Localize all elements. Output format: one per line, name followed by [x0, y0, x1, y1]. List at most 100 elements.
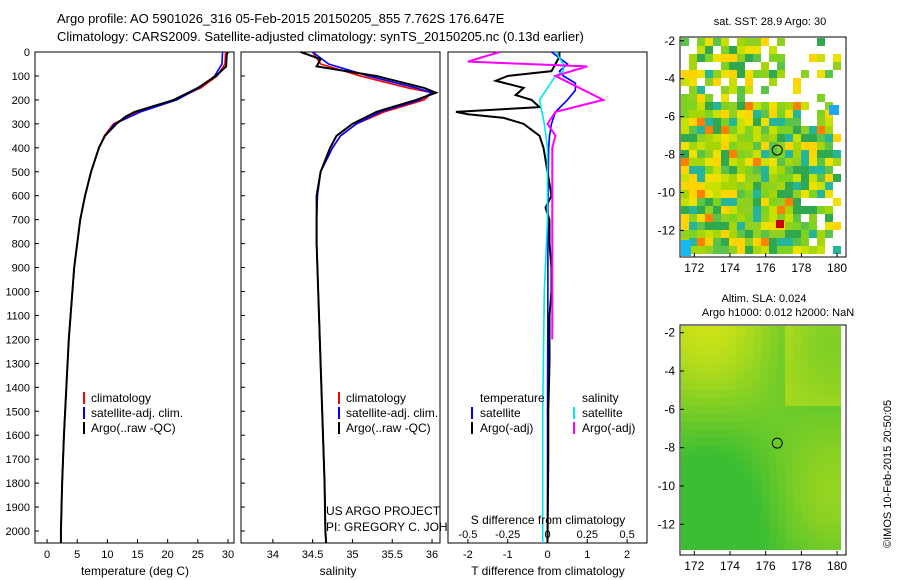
- sst-cell: [721, 166, 729, 174]
- y-tick-label: 500: [12, 167, 30, 179]
- sst-cell: [809, 222, 817, 230]
- sla-cell: [705, 454, 713, 462]
- map-x-tick-label: 172: [684, 261, 704, 275]
- sla-cell: [817, 414, 825, 422]
- map-y-tick-label: -4: [664, 72, 675, 86]
- sla-cell: [753, 526, 761, 534]
- sla-cell: [761, 518, 769, 526]
- sla-cell: [721, 366, 729, 374]
- x-tick-label-salinity: 0.5: [619, 529, 634, 541]
- sst-cell: [705, 150, 713, 158]
- sst-cell: [697, 214, 705, 222]
- sst-cell: [697, 206, 705, 214]
- sst-cell: [721, 238, 729, 246]
- sst-cell: [793, 134, 801, 142]
- sst-cell: [809, 150, 817, 158]
- sla-cell: [769, 326, 777, 334]
- sst-cell: [681, 150, 689, 158]
- sla-cell: [705, 374, 713, 382]
- legend-salinity-title: salinity: [582, 391, 619, 405]
- sla-cell: [817, 446, 825, 454]
- sst-cell: [745, 214, 753, 222]
- sst-cell: [737, 134, 745, 142]
- sla-cell: [681, 382, 689, 390]
- sla-cell: [745, 494, 753, 502]
- sst-cell: [681, 182, 689, 190]
- sst-cell: [737, 110, 745, 118]
- sla-cell: [785, 462, 793, 470]
- sla-cell: [809, 366, 817, 374]
- sla-cell: [761, 326, 769, 334]
- sla-cell: [745, 470, 753, 478]
- sla-cell: [681, 494, 689, 502]
- sla-cell: [737, 414, 745, 422]
- sst-cell: [681, 94, 689, 102]
- sla-cell: [697, 454, 705, 462]
- sla-cell: [721, 350, 729, 358]
- sla-cell: [801, 454, 809, 462]
- sla-cell: [777, 326, 785, 334]
- sla-cell: [713, 350, 721, 358]
- difference-panel: -2 -1 0 1 2 -0.5 -0.25 0 0.25 0.5 S difference fr…: [447, 51, 648, 578]
- sla-cell: [809, 390, 817, 398]
- sst-cell: [737, 174, 745, 182]
- legend-satellite: satellite-adj. clim.: [346, 406, 438, 420]
- sla-cell: [681, 542, 689, 550]
- map-y-tick-label: -8: [664, 441, 675, 455]
- sst-cell: [809, 214, 817, 222]
- sst-cell: [705, 118, 713, 126]
- sla-cell: [777, 414, 785, 422]
- sst-map-title: sat. SST: 28.9 Argo: 30: [714, 16, 827, 28]
- sla-cell: [745, 478, 753, 486]
- sla-cell: [777, 430, 785, 438]
- sla-cell: [777, 342, 785, 350]
- sla-cell: [825, 366, 833, 374]
- sla-cell: [777, 438, 785, 446]
- sla-cell: [745, 358, 753, 366]
- legend-temperature-title: temperature: [480, 391, 545, 405]
- sla-cell: [689, 350, 697, 358]
- x-tick-label: 5: [74, 549, 80, 561]
- sst-cell: [793, 246, 801, 254]
- x-tick-label: 35: [346, 549, 358, 561]
- sst-cell: [761, 238, 769, 246]
- sst-cell: [817, 54, 825, 62]
- sst-cell: [729, 238, 737, 246]
- sst-cell: [705, 174, 713, 182]
- sst-cell: [705, 110, 713, 118]
- sla-cell: [825, 462, 833, 470]
- sst-cell: [745, 78, 753, 86]
- sla-cell: [753, 422, 761, 430]
- sla-cell: [721, 486, 729, 494]
- sla-cell: [705, 518, 713, 526]
- sla-cell: [729, 350, 737, 358]
- sla-cell: [697, 534, 705, 542]
- sst-cell: [761, 150, 769, 158]
- sla-cell: [825, 326, 833, 334]
- sla-cell: [801, 358, 809, 366]
- sst-cell: [713, 166, 721, 174]
- sst-cell: [761, 134, 769, 142]
- sst-cell: [777, 238, 785, 246]
- sst-cell: [681, 214, 689, 222]
- sst-cell: [745, 150, 753, 158]
- sla-cell: [737, 366, 745, 374]
- sla-cell: [681, 478, 689, 486]
- sla-cell: [825, 502, 833, 510]
- sla-cell: [761, 406, 769, 414]
- sst-cell: [753, 198, 761, 206]
- sst-cell: [689, 206, 697, 214]
- sst-cell: [833, 54, 841, 62]
- sla-cell: [769, 406, 777, 414]
- sla-cell: [697, 430, 705, 438]
- sst-cell: [761, 118, 769, 126]
- sla-cell: [745, 334, 753, 342]
- sst-cell: [681, 230, 689, 238]
- sla-cell: [793, 334, 801, 342]
- sla-cell: [753, 446, 761, 454]
- sla-cell: [769, 510, 777, 518]
- sst-cell: [745, 190, 753, 198]
- sla-cell: [753, 430, 761, 438]
- sla-cell: [729, 390, 737, 398]
- sla-cell: [793, 534, 801, 542]
